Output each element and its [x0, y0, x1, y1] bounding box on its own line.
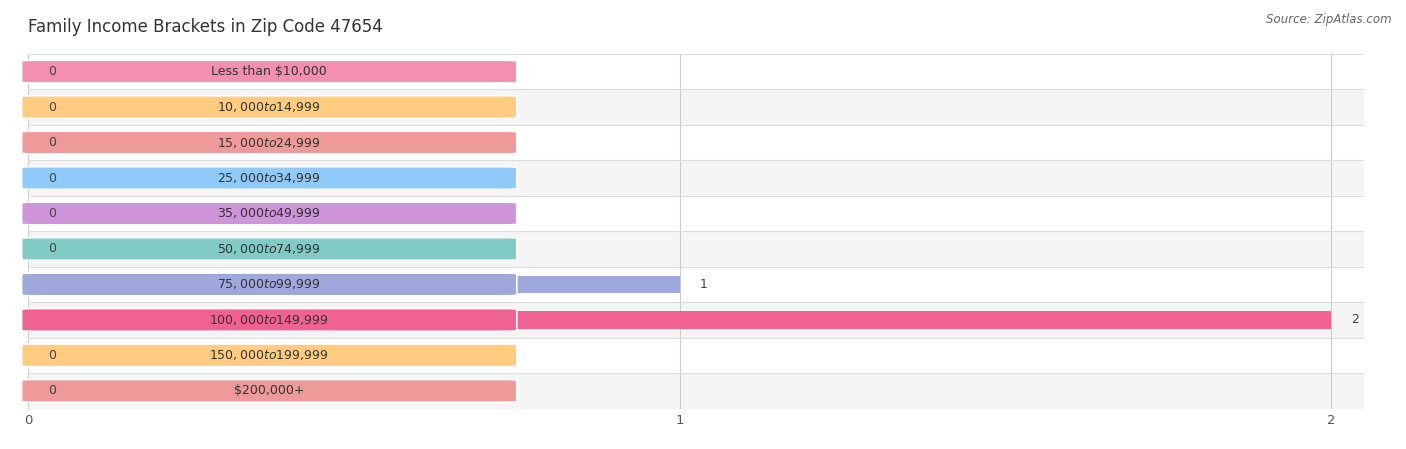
Text: 2: 2 — [1351, 313, 1358, 326]
Text: 0: 0 — [48, 349, 56, 362]
Bar — [28, 54, 1364, 89]
Text: 0: 0 — [48, 101, 56, 114]
Text: $75,000 to $99,999: $75,000 to $99,999 — [218, 277, 321, 291]
Text: 1: 1 — [699, 278, 707, 291]
Bar — [28, 196, 1364, 231]
FancyBboxPatch shape — [21, 379, 517, 402]
Text: $35,000 to $49,999: $35,000 to $49,999 — [218, 207, 321, 220]
Text: 0: 0 — [48, 207, 56, 220]
FancyBboxPatch shape — [21, 238, 517, 260]
FancyBboxPatch shape — [21, 308, 517, 331]
FancyBboxPatch shape — [21, 96, 517, 119]
FancyBboxPatch shape — [21, 60, 517, 83]
Bar — [28, 311, 1331, 329]
Text: Less than $10,000: Less than $10,000 — [211, 65, 328, 78]
Text: $25,000 to $34,999: $25,000 to $34,999 — [218, 171, 321, 185]
Text: 0: 0 — [48, 384, 56, 397]
Bar — [28, 89, 1364, 125]
Text: Family Income Brackets in Zip Code 47654: Family Income Brackets in Zip Code 47654 — [28, 18, 382, 36]
Bar — [28, 276, 679, 293]
Text: $10,000 to $14,999: $10,000 to $14,999 — [218, 100, 321, 114]
FancyBboxPatch shape — [21, 344, 517, 367]
Text: 0: 0 — [48, 65, 56, 78]
FancyBboxPatch shape — [21, 131, 517, 154]
Bar — [28, 125, 1364, 160]
Text: $150,000 to $199,999: $150,000 to $199,999 — [209, 348, 329, 362]
Bar — [28, 231, 1364, 267]
FancyBboxPatch shape — [21, 273, 517, 296]
Bar — [28, 160, 1364, 196]
Text: 0: 0 — [48, 242, 56, 255]
FancyBboxPatch shape — [21, 167, 517, 189]
FancyBboxPatch shape — [21, 202, 517, 225]
Text: $200,000+: $200,000+ — [233, 384, 305, 397]
Text: 0: 0 — [48, 136, 56, 149]
Text: $15,000 to $24,999: $15,000 to $24,999 — [218, 136, 321, 150]
Bar — [28, 302, 1364, 338]
Text: $50,000 to $74,999: $50,000 to $74,999 — [218, 242, 321, 256]
Bar — [28, 373, 1364, 409]
Bar — [28, 338, 1364, 373]
Text: Source: ZipAtlas.com: Source: ZipAtlas.com — [1267, 13, 1392, 26]
Bar — [28, 267, 1364, 302]
Text: 0: 0 — [48, 172, 56, 185]
Text: $100,000 to $149,999: $100,000 to $149,999 — [209, 313, 329, 327]
